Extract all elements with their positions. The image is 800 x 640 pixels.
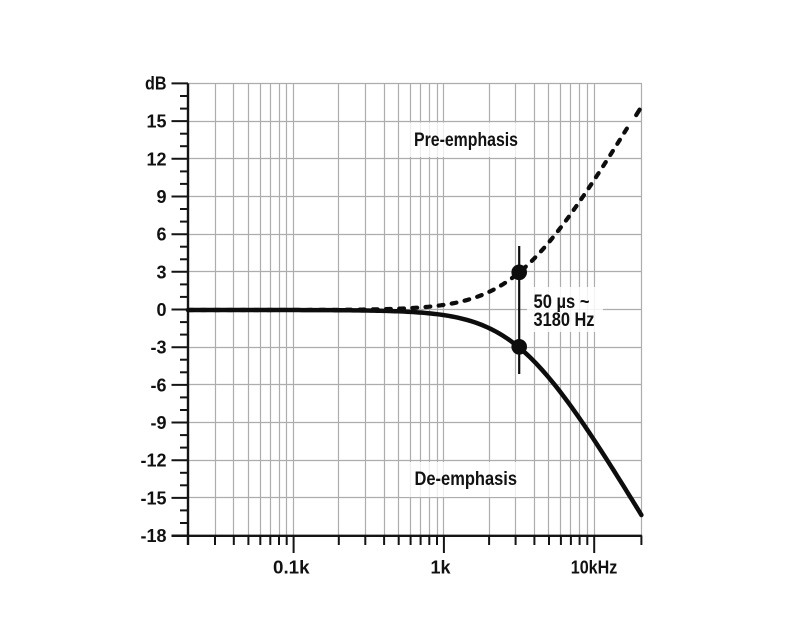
svg-text:Pre-emphasis: Pre-emphasis <box>414 130 518 151</box>
svg-text:0.1k: 0.1k <box>273 557 311 577</box>
svg-text:10kHz: 10kHz <box>571 557 618 577</box>
svg-text:-12: -12 <box>140 451 166 471</box>
svg-text:50 µs ~: 50 µs ~ <box>534 292 590 313</box>
svg-text:De-emphasis: De-emphasis <box>415 469 518 490</box>
svg-text:dB: dB <box>145 74 167 94</box>
svg-text:6: 6 <box>156 225 166 245</box>
svg-text:3: 3 <box>156 262 166 282</box>
svg-text:12: 12 <box>146 149 166 169</box>
svg-text:1k: 1k <box>430 557 451 577</box>
svg-text:15: 15 <box>146 112 166 132</box>
svg-text:9: 9 <box>156 187 166 207</box>
svg-text:-18: -18 <box>140 526 166 546</box>
svg-text:0: 0 <box>156 300 166 320</box>
svg-text:-15: -15 <box>140 488 166 508</box>
svg-text:3180 Hz: 3180 Hz <box>534 310 595 331</box>
svg-text:-6: -6 <box>150 375 166 395</box>
svg-text:-3: -3 <box>150 338 166 358</box>
svg-text:-9: -9 <box>150 413 166 433</box>
